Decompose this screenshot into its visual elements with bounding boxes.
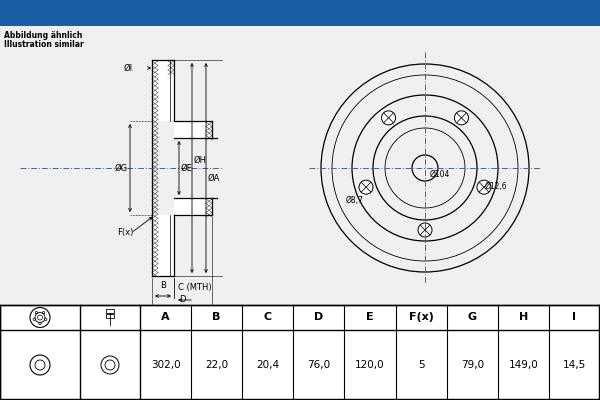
Polygon shape — [174, 121, 212, 138]
Text: F(x): F(x) — [117, 228, 133, 238]
Text: 22,0: 22,0 — [205, 360, 228, 370]
Text: E: E — [366, 312, 374, 322]
Text: 149,0: 149,0 — [508, 360, 538, 370]
Text: 76,0: 76,0 — [307, 360, 331, 370]
Text: Ø12,6: Ø12,6 — [485, 182, 508, 191]
Text: A: A — [161, 312, 170, 322]
Polygon shape — [152, 60, 174, 127]
Text: C: C — [264, 312, 272, 322]
Text: G: G — [467, 312, 477, 322]
Text: Abbildung ähnlich: Abbildung ähnlich — [4, 31, 82, 40]
Bar — [106, 314, 114, 318]
Circle shape — [418, 223, 432, 237]
Text: ØE: ØE — [181, 164, 193, 172]
Text: ØA: ØA — [208, 174, 220, 182]
Text: ØI: ØI — [124, 64, 133, 72]
Polygon shape — [152, 215, 174, 276]
Bar — [106, 308, 114, 312]
Text: 24.0122-0103.1: 24.0122-0103.1 — [137, 4, 283, 22]
Text: D: D — [314, 312, 323, 322]
Text: 422103: 422103 — [395, 4, 465, 22]
Text: 120,0: 120,0 — [355, 360, 385, 370]
Text: 14,5: 14,5 — [563, 360, 586, 370]
Text: ØG: ØG — [115, 164, 128, 172]
Text: C (MTH): C (MTH) — [178, 283, 212, 292]
Text: 5: 5 — [418, 360, 424, 370]
Text: 20,4: 20,4 — [256, 360, 280, 370]
Bar — [0, 0, 600, 26]
Circle shape — [359, 180, 373, 194]
Text: F(x): F(x) — [409, 312, 434, 322]
Circle shape — [382, 111, 395, 125]
Text: 79,0: 79,0 — [461, 360, 484, 370]
Text: I: I — [572, 312, 577, 322]
Text: ØH: ØH — [194, 156, 207, 164]
Text: Ate: Ate — [8, 6, 37, 20]
Bar — [0, 305, 600, 400]
Circle shape — [477, 180, 491, 194]
Text: Ø8,7: Ø8,7 — [346, 196, 364, 205]
Text: 302,0: 302,0 — [151, 360, 181, 370]
Text: B: B — [212, 312, 221, 322]
Text: B: B — [160, 281, 166, 290]
Circle shape — [454, 111, 469, 125]
Text: H: H — [519, 312, 528, 322]
Polygon shape — [174, 198, 212, 215]
Text: Ø104: Ø104 — [430, 170, 451, 179]
Text: D: D — [179, 295, 185, 304]
Text: Illustration similar: Illustration similar — [4, 40, 84, 49]
